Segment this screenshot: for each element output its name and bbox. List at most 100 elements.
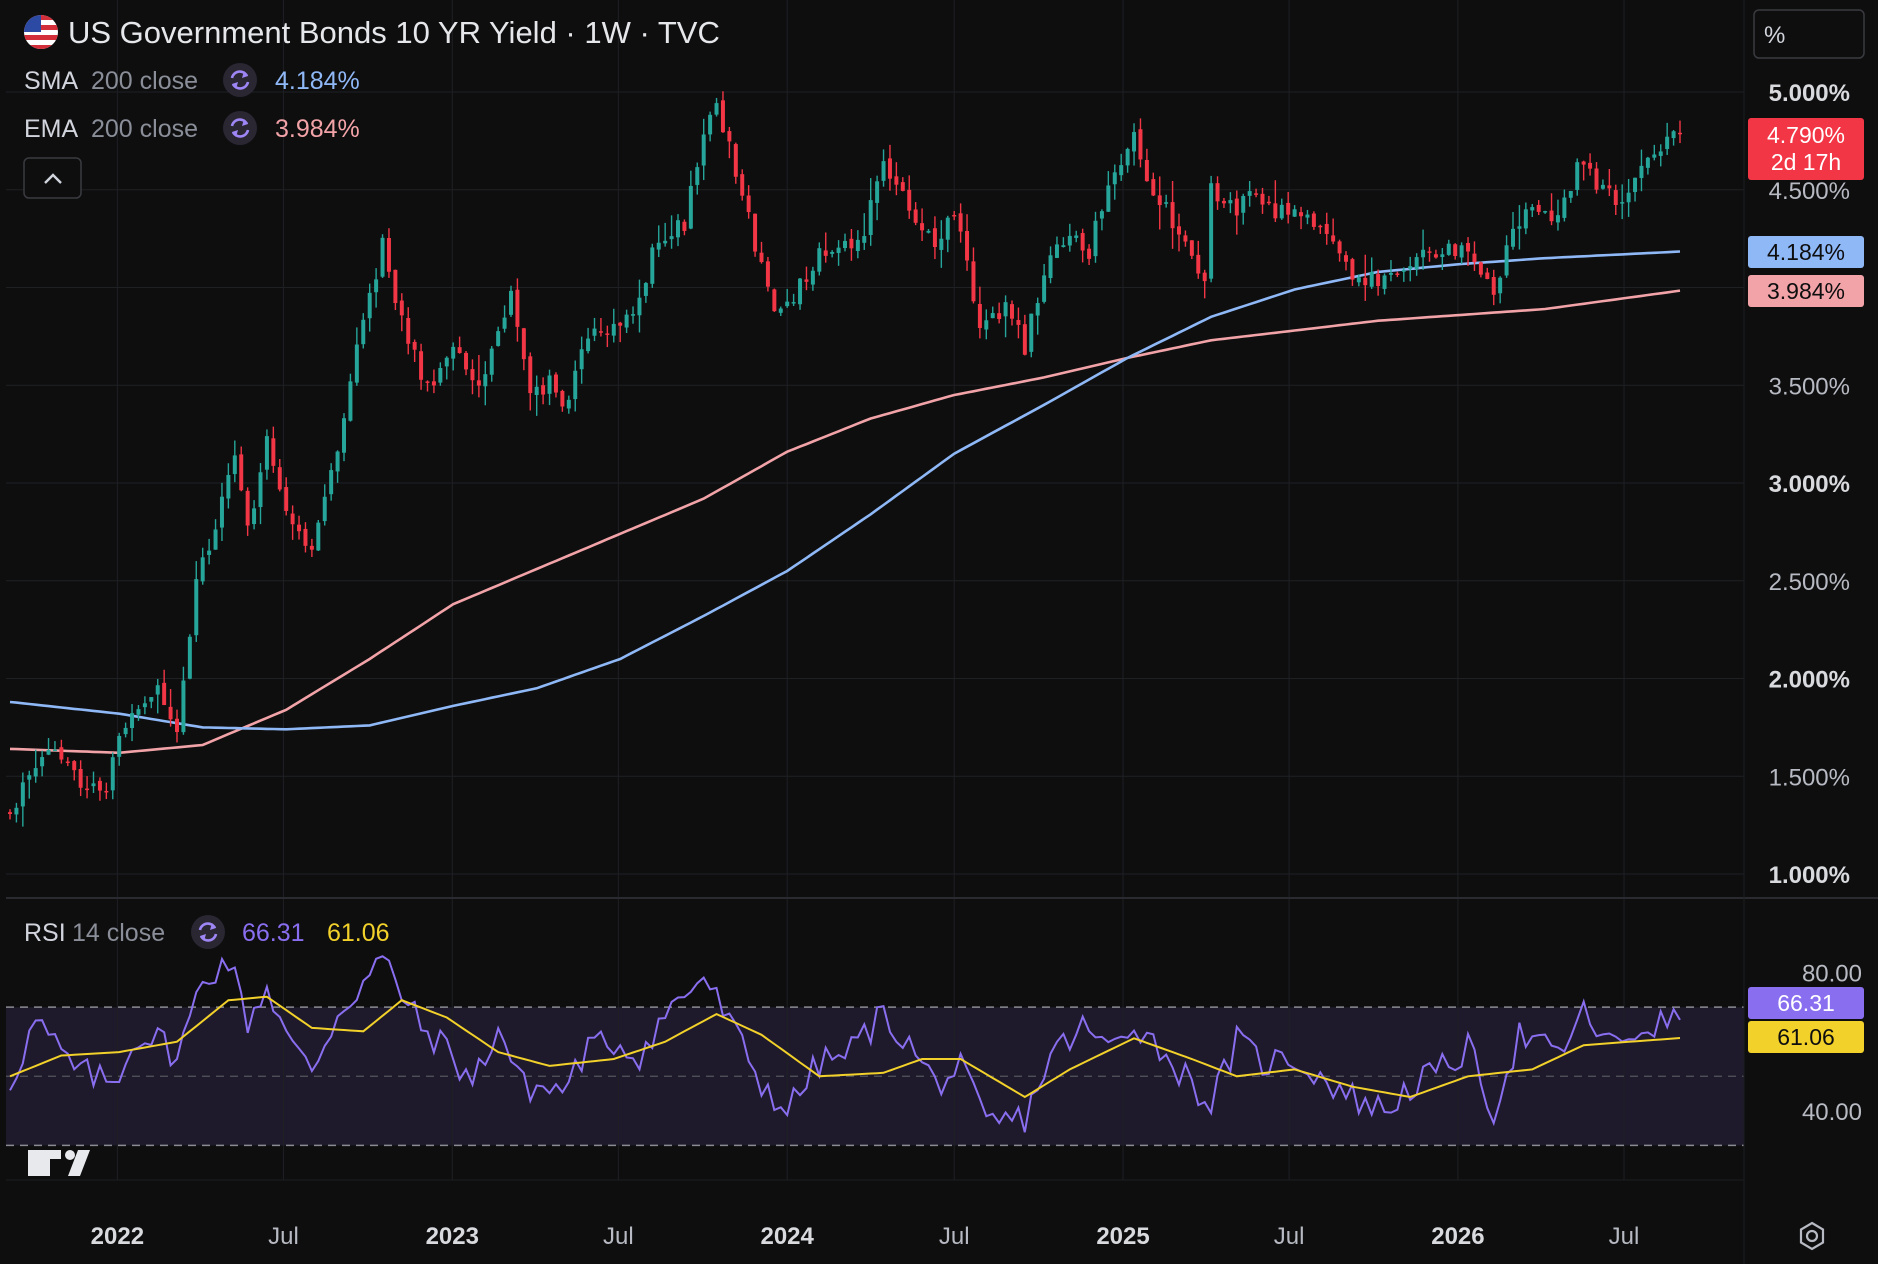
rsi-tag-value: 66.31 [1777,990,1835,1016]
candle [46,738,51,756]
ema-legend[interactable]: EMA 200 close 3.984% [24,111,360,145]
candle-body [1305,214,1310,218]
candle [27,770,32,799]
ema-line [9,289,1681,755]
candle-body [1485,272,1490,280]
price-tick-label: 3.000% [1769,471,1850,498]
candle [123,722,128,738]
candle-body [1286,202,1291,215]
candle [586,327,591,354]
candle-body [1382,275,1387,289]
candle [894,162,899,196]
candle [155,678,160,714]
candle [553,372,558,398]
candle-body [1511,228,1515,247]
candle-body [419,351,424,380]
candle [329,463,334,501]
candle [1292,205,1297,218]
candle [117,732,122,766]
candle-body [361,319,366,345]
candle-body [1491,277,1496,295]
candle [1273,180,1278,223]
candle [252,500,257,530]
candle-body [586,338,591,352]
candle [374,268,379,308]
candle [187,634,192,680]
rsi-legend[interactable]: RSI 14 close 66.31 61.06 [24,915,390,949]
candle [1196,240,1201,279]
candle-body [1254,193,1259,195]
candle-body [464,352,469,370]
candle [1318,224,1323,234]
refresh-icon[interactable] [223,63,257,97]
candle [534,375,539,416]
candle-body [1119,165,1124,176]
candle-body [688,185,693,229]
candle [20,772,25,827]
candle [682,219,687,236]
candle [1555,199,1560,231]
candle-body [399,300,404,316]
time-axis[interactable]: 2022 Jul 2023 Jul 2024 Jul 2025 Jul 2026 Jul [91,1223,1640,1250]
candle [1164,194,1169,208]
refresh-icon[interactable] [223,111,257,145]
candle [1491,269,1496,306]
candle-body [1035,303,1040,316]
candle [290,505,295,540]
candle-body [695,167,700,185]
candle [1279,198,1284,220]
candle-body [971,261,976,302]
candle [476,354,481,398]
sma-legend[interactable]: SMA 200 close 4.184% [24,63,360,97]
candle [1106,171,1111,212]
candle [1151,172,1156,197]
time-tick-label: Jul [1274,1223,1305,1250]
percent-scale-button[interactable]: % [1753,9,1865,59]
refresh-icon[interactable] [191,915,225,949]
candle [1446,239,1451,256]
candle [303,522,308,553]
ema-args: 200 close [91,115,198,143]
candle-body [1504,245,1509,276]
candle-body [1042,275,1047,302]
candle-body [271,438,276,466]
candle-body [1562,197,1567,218]
candle-body [1446,243,1451,255]
candle [1087,244,1092,266]
gear-icon[interactable] [1799,1221,1825,1251]
candle [560,389,565,412]
candle-body [804,279,809,282]
candle [624,309,629,334]
candle-body [1170,202,1175,229]
rsi-axis[interactable]: 80.00 40.00 [1802,961,1862,1126]
candle-body [1196,254,1201,274]
candle [727,126,732,159]
candle-body [348,381,353,421]
candle [1639,149,1644,192]
candle [136,705,141,721]
candle-body [1234,198,1239,216]
candle-body [1299,212,1304,217]
candle-body [791,302,796,304]
candle [1427,246,1432,262]
candle-body [573,370,578,400]
candle [977,286,982,339]
candle [1678,120,1682,144]
candle-body [1427,251,1432,253]
candle-body [290,513,295,525]
candle-body [1543,211,1548,213]
candle-body [1337,241,1342,254]
collapse-legend-button[interactable] [23,157,82,199]
candle [181,666,186,735]
candle [1671,130,1676,146]
candle [823,232,828,263]
candle [1530,203,1535,217]
candle-body [1087,248,1092,259]
candle [1652,144,1657,161]
price-axis[interactable]: 5.000%4.500%4.000%3.500%3.000%2.500%2.00… [1769,80,1850,889]
candle-body [1221,200,1226,204]
candle-body [1517,226,1522,229]
candle [1183,230,1188,247]
candle-body [1164,202,1169,204]
